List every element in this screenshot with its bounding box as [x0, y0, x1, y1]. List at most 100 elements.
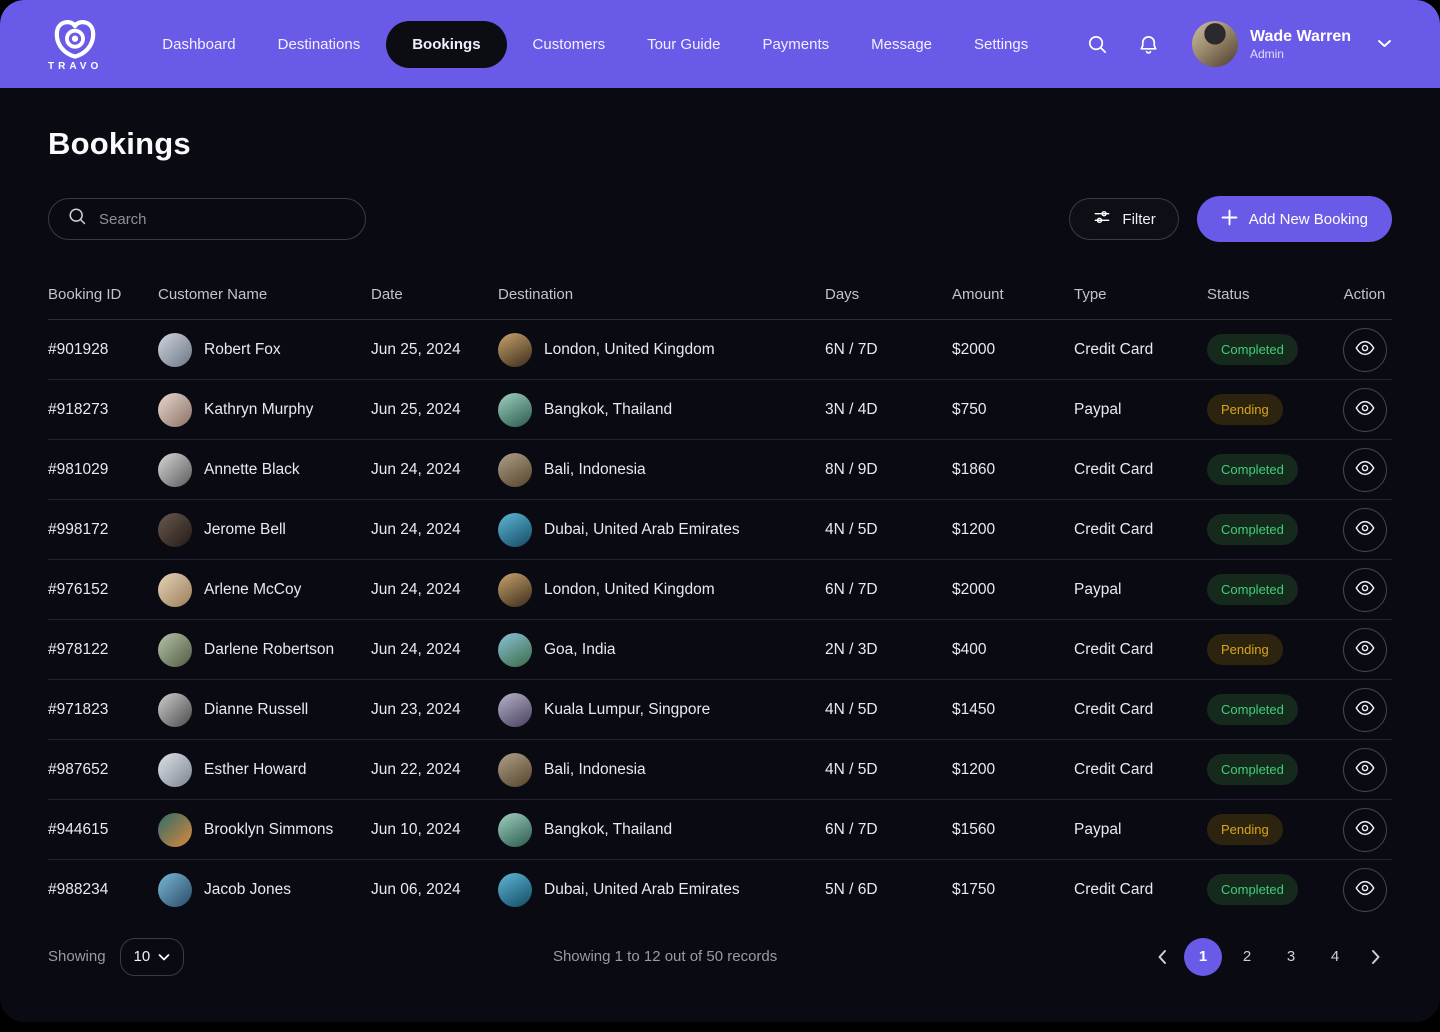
filter-sliders-icon: [1092, 207, 1112, 231]
table-footer: Showing 10 Showing 1 to 12 out of 50 rec…: [48, 937, 1392, 976]
view-booking-button[interactable]: [1342, 387, 1387, 432]
destination-photo: [498, 692, 532, 727]
search-box: [48, 198, 366, 240]
page-button-2[interactable]: 2: [1228, 938, 1266, 976]
destination-name: Bangkok, Thailand: [544, 820, 673, 838]
next-page-icon[interactable]: [1360, 938, 1392, 976]
search-input[interactable]: [99, 210, 347, 228]
col-customer-name: Customer Name: [158, 286, 371, 320]
view-booking-button[interactable]: [1342, 687, 1387, 732]
booking-id: #918273: [48, 400, 109, 418]
page-size-select[interactable]: 10: [119, 937, 185, 976]
destination-photo: [498, 512, 532, 547]
nav-item-dashboard[interactable]: Dashboard: [146, 22, 251, 67]
user-role: Admin: [1249, 47, 1284, 61]
table-row-981029: #981029 Annette Black Jun 24, 2024 Bal: [48, 439, 1392, 500]
table-row-944615: #944615 Brooklyn Simmons Jun 10, 2024: [48, 799, 1392, 860]
table-row-987652: #987652 Esther Howard Jun 22, 2024 Bal: [48, 739, 1392, 800]
view-booking-button[interactable]: [1342, 867, 1387, 912]
add-new-booking-button[interactable]: Add New Booking: [1196, 196, 1392, 242]
payment-type: Paypal: [1074, 820, 1122, 838]
days: 6N / 7D: [825, 820, 878, 838]
customer-avatar: [158, 752, 192, 787]
status-badge: Completed: [1207, 574, 1298, 605]
filter-button[interactable]: Filter: [1069, 198, 1179, 240]
destination-name: Dubai, United Arab Emirates: [544, 520, 740, 538]
view-booking-button[interactable]: [1342, 447, 1387, 492]
toolbar-right: Filter Add New Booking: [1069, 196, 1392, 242]
col-days: Days: [825, 286, 952, 320]
view-booking-button[interactable]: [1342, 747, 1387, 792]
search-icon[interactable]: [1086, 33, 1109, 56]
user-menu[interactable]: Wade Warren Admin: [1250, 27, 1351, 61]
booking-date: Jun 24, 2024: [371, 580, 461, 598]
navbar-right: Wade Warren Admin: [1086, 21, 1392, 67]
destination-photo: [498, 812, 532, 847]
amount: $1750: [952, 880, 996, 898]
status-badge: Pending: [1207, 634, 1283, 665]
payment-type: Credit Card: [1074, 340, 1154, 358]
days: 3N / 4D: [825, 400, 878, 418]
days: 5N / 6D: [825, 880, 878, 898]
customer-name: Esther Howard: [204, 760, 307, 778]
brand-logo[interactable]: TRAVO: [48, 17, 102, 72]
customer-avatar: [158, 512, 192, 547]
status-badge: Completed: [1207, 694, 1298, 725]
page-button-4[interactable]: 4: [1316, 938, 1354, 976]
customer-avatar: [158, 392, 192, 427]
days: 4N / 5D: [825, 760, 878, 778]
previous-page-icon[interactable]: [1146, 938, 1178, 976]
pagination: 1 2 3 4: [1146, 937, 1392, 976]
chevron-down-icon[interactable]: [1377, 35, 1392, 53]
booking-id: #944615: [48, 820, 109, 838]
destination-name: Dubai, United Arab Emirates: [544, 880, 740, 898]
notifications-bell-icon[interactable]: [1137, 33, 1160, 56]
booking-id: #988234: [48, 880, 109, 898]
view-booking-button[interactable]: [1342, 807, 1387, 852]
user-avatar[interactable]: [1191, 21, 1238, 67]
nav-item-tour-guide[interactable]: Tour Guide: [631, 22, 736, 67]
main-menu: Dashboard Destinations Bookings Customer…: [146, 20, 1044, 68]
page-button-1[interactable]: 1: [1183, 937, 1222, 976]
payment-type: Credit Card: [1074, 700, 1154, 718]
booking-id: #981029: [48, 460, 109, 478]
eye-icon: [1354, 697, 1376, 722]
customer-name: Jerome Bell: [204, 520, 286, 538]
days: 8N / 9D: [825, 460, 878, 478]
col-destination: Destination: [498, 286, 825, 320]
table-row-976152: #976152 Arlene McCoy Jun 24, 2024 Lond: [48, 559, 1392, 620]
chevron-down-icon: [158, 948, 170, 965]
view-booking-button[interactable]: [1342, 327, 1387, 372]
view-booking-button[interactable]: [1342, 567, 1387, 612]
destination-photo: [498, 632, 532, 667]
view-booking-button[interactable]: [1342, 627, 1387, 672]
customer-name: Arlene McCoy: [204, 580, 302, 598]
amount: $1560: [952, 820, 996, 838]
table-row-918273: #918273 Kathryn Murphy Jun 25, 2024 Ba: [48, 379, 1392, 440]
view-booking-button[interactable]: [1342, 507, 1387, 552]
table-row-998172: #998172 Jerome Bell Jun 24, 2024 Dubai: [48, 499, 1392, 560]
table-row-988234: #988234 Jacob Jones Jun 06, 2024 Dubai: [48, 859, 1392, 920]
status-badge: Completed: [1207, 334, 1298, 365]
travo-logo-icon: [52, 17, 98, 59]
search-input-icon: [67, 206, 88, 232]
days: 6N / 7D: [825, 580, 878, 598]
nav-item-destinations[interactable]: Destinations: [262, 22, 377, 67]
customer-name: Dianne Russell: [204, 700, 309, 718]
bookings-table: Booking ID Customer Name Date Destinatio…: [48, 286, 1392, 920]
status-badge: Pending: [1207, 814, 1283, 845]
customer-avatar: [158, 812, 192, 847]
brand-name: TRAVO: [48, 60, 103, 72]
top-navbar: TRAVO Dashboard Destinations Bookings Cu…: [0, 0, 1440, 88]
page-button-3[interactable]: 3: [1272, 938, 1310, 976]
customer-name: Kathryn Murphy: [204, 400, 314, 418]
nav-item-bookings[interactable]: Bookings: [386, 20, 507, 68]
nav-item-payments[interactable]: Payments: [746, 22, 845, 67]
nav-item-customers[interactable]: Customers: [517, 22, 622, 67]
days: 4N / 5D: [825, 520, 878, 538]
nav-item-message[interactable]: Message: [855, 22, 948, 67]
nav-item-settings[interactable]: Settings: [958, 22, 1044, 67]
status-badge: Completed: [1207, 754, 1298, 785]
col-booking-id: Booking ID: [48, 286, 158, 320]
